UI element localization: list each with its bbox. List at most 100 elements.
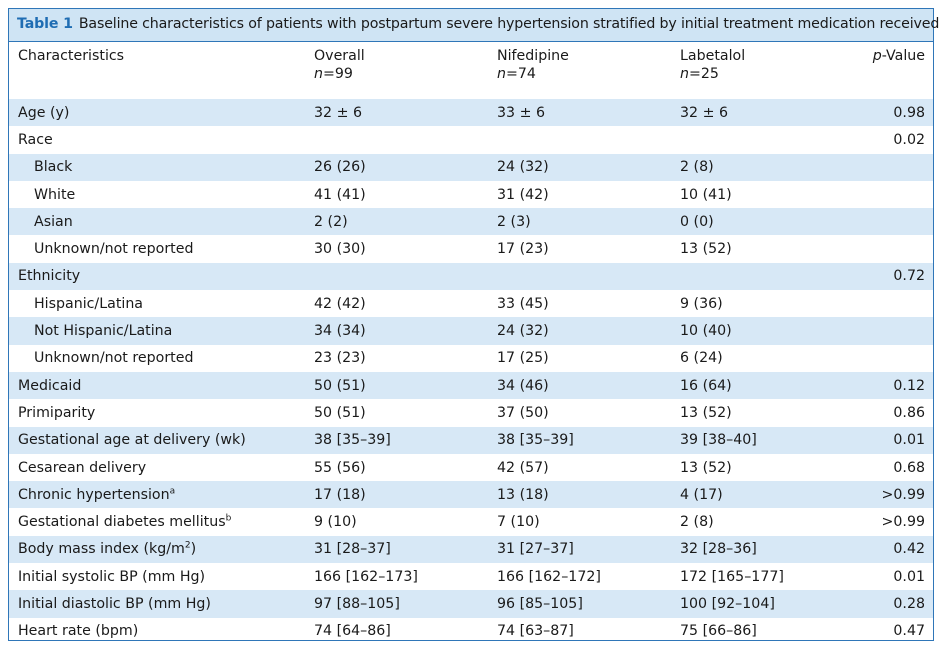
cell-nifedipine: 33 (45) <box>497 295 549 312</box>
cell-p-value: >0.99 <box>881 514 925 531</box>
baseline-characteristics-table: Characteristics Overall n=99 Nifedipine … <box>9 42 933 645</box>
row-label-text: Medicaid <box>18 377 82 394</box>
cell-p-value <box>852 153 933 181</box>
cell-overall <box>314 126 497 153</box>
table-row: Chronic hypertensiona 17 (18) 13 (18) 4 (17… <box>9 481 933 509</box>
p-value-suffix: -Value <box>881 48 925 64</box>
header-labetalol-n: n=25 <box>680 65 852 83</box>
table-row: Not Hispanic/Latina 34 (34) 24 (32) 10 (40) <box>9 317 933 345</box>
row-label-text: Unknown/not reported <box>34 241 194 258</box>
cell-nifedipine: 96 [85–105] <box>497 590 680 618</box>
row-label: Body mass index (kg/m2) <box>9 535 314 564</box>
row-label-text: Initial systolic BP (mm Hg) <box>18 568 206 585</box>
table-caption: Table 1 Baseline characteristics of patie… <box>9 9 939 42</box>
cell-labetalol <box>680 126 852 153</box>
cell-overall: 41 (41) <box>314 186 366 203</box>
row-label: Initial systolic BP (mm Hg) <box>9 563 314 590</box>
cell-p-value <box>852 345 933 372</box>
n-symbol: n <box>497 66 506 82</box>
cell-overall: 23 (23) <box>314 350 366 367</box>
cell-overall: 50 (51) <box>314 404 366 421</box>
row-label: Hispanic/Latina <box>9 290 314 317</box>
table-row: Primiparity 50 (51) 37 (50) 13 (52) 0.86 <box>9 399 933 426</box>
header-overall-n: n=99 <box>314 65 497 83</box>
header-overall-label: Overall <box>314 48 365 64</box>
row-label-text: Primiparity <box>18 404 96 421</box>
cell-labetalol: 2 (8) <box>680 153 852 181</box>
table-row: Age (y) 32 ± 6 33 ± 6 32 ± 6 0.98 <box>9 99 933 127</box>
cell-overall: 97 [88–105] <box>314 590 497 618</box>
cell-labetalol: 75 [66–86] <box>680 623 757 640</box>
table-row: Ethnicity 0.72 <box>9 262 933 291</box>
row-label-text: Race <box>18 131 53 148</box>
cell-p-value: 0.01 <box>852 426 933 454</box>
row-label: Chronic hypertensiona <box>9 481 314 509</box>
table-caption-text: Baseline characteristics of patients wit… <box>78 16 940 32</box>
cell-labetalol: 100 [92–104] <box>680 590 852 618</box>
header-nifedipine-n: n=74 <box>497 65 680 83</box>
cell-overall: 31 [28–37] <box>314 535 497 564</box>
cell-p-value: 0.72 <box>852 262 933 291</box>
cell-labetalol: 10 (40) <box>680 317 852 345</box>
cell-labetalol: 0 (0) <box>680 208 852 236</box>
header-overall: Overall n=99 <box>314 42 497 99</box>
row-label-text: Gestational diabetes mellitus <box>18 514 226 531</box>
cell-labetalol: 13 (52) <box>680 404 732 421</box>
cell-p-value: 0.86 <box>893 404 925 421</box>
row-label: Unknown/not reported <box>9 235 314 262</box>
cell-labetalol: 2 (8) <box>680 514 714 531</box>
cell-nifedipine: 74 [63–87] <box>497 623 574 640</box>
cell-nifedipine: 24 (32) <box>497 317 680 345</box>
footnote-marker: b <box>225 513 232 524</box>
table-row: Initial diastolic BP (mm Hg) 97 [88–105] 9… <box>9 590 933 618</box>
row-label-text: Initial diastolic BP (mm Hg) <box>18 595 211 612</box>
row-label-text: Chronic hypertension <box>18 486 170 503</box>
cell-p-value <box>852 317 933 345</box>
table-row: Black 26 (26) 24 (32) 2 (8) <box>9 153 933 181</box>
table-row: Hispanic/Latina 42 (42) 33 (45) 9 (36) <box>9 290 933 317</box>
cell-nifedipine: 34 (46) <box>497 371 680 400</box>
row-label-text: Cesarean delivery <box>18 459 147 476</box>
table-row: Medicaid 50 (51) 34 (46) 16 (64) 0.12 <box>9 371 933 400</box>
table-row: Body mass index (kg/m2) 31 [28–37] 31 [27–… <box>9 535 933 564</box>
row-label-text: Black <box>34 159 73 176</box>
cell-labetalol: 32 ± 6 <box>680 99 852 127</box>
header-p-value: p-Value <box>852 42 933 99</box>
cell-labetalol: 39 [38–40] <box>680 426 852 454</box>
nifedipine-n-value: =74 <box>506 66 536 82</box>
cell-p-value: 0.12 <box>852 371 933 400</box>
cell-overall: 74 [64–86] <box>314 623 391 640</box>
row-label: Asian <box>9 208 314 236</box>
cell-labetalol: 10 (41) <box>680 186 732 203</box>
table-row: Initial systolic BP (mm Hg) 166 [162–173]… <box>9 563 933 590</box>
row-label-text: Heart rate (bpm) <box>18 623 139 640</box>
cell-nifedipine <box>497 262 680 291</box>
row-label-text: White <box>34 186 76 203</box>
row-label: Race <box>9 126 314 153</box>
table-row: Heart rate (bpm) 74 [64–86] 74 [63–87] 75 [… <box>9 618 933 645</box>
cell-nifedipine: 17 (25) <box>497 350 549 367</box>
cell-overall: 26 (26) <box>314 153 497 181</box>
header-characteristics: Characteristics <box>18 48 125 64</box>
cell-nifedipine: 42 (57) <box>497 459 549 476</box>
cell-overall: 9 (10) <box>314 514 357 531</box>
table-row: Race 0.02 <box>9 126 933 153</box>
cell-overall <box>314 262 497 291</box>
row-label-text: Asian <box>34 213 73 230</box>
cell-p-value: 0.28 <box>852 590 933 618</box>
table-frame: Table 1 Baseline characteristics of patie… <box>8 8 939 641</box>
cell-p-value: 0.02 <box>893 131 925 148</box>
header-nifedipine-label: Nifedipine <box>497 48 569 64</box>
row-label: Gestational age at delivery (wk) <box>9 426 314 454</box>
row-label-text: Unknown/not reported <box>34 350 194 367</box>
table-caption-label: Table 1 <box>17 16 73 32</box>
cell-overall: 32 ± 6 <box>314 99 497 127</box>
cell-labetalol: 13 (52) <box>680 241 732 258</box>
row-label: Not Hispanic/Latina <box>9 317 314 345</box>
row-label-text: Age (y) <box>18 104 70 121</box>
cell-nifedipine: 13 (18) <box>497 481 680 509</box>
cell-overall: 38 [35–39] <box>314 426 497 454</box>
cell-overall: 30 (30) <box>314 241 366 258</box>
cell-labetalol: 9 (36) <box>680 295 723 312</box>
table-row: Gestational diabetes mellitusb 9 (10) 7 (1… <box>9 508 933 535</box>
